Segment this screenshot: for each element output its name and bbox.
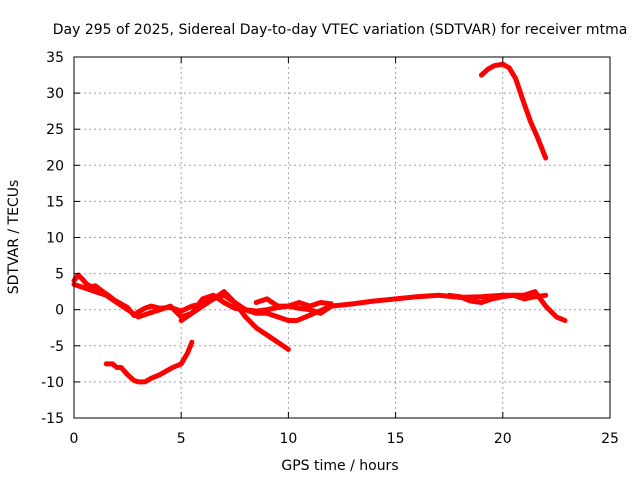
y-tick-label: 0 — [55, 303, 64, 319]
x-tick-label: 0 — [70, 431, 79, 447]
x-axis-label: GPS time / hours — [281, 458, 398, 474]
y-tick-label: 10 — [46, 231, 64, 247]
series-line-track-f — [478, 61, 549, 161]
x-tick-label: 15 — [387, 431, 405, 447]
y-tick-label: -10 — [41, 375, 64, 391]
y-tick-label: 30 — [46, 86, 64, 102]
grid-lines — [74, 57, 610, 418]
y-tick-label: 25 — [46, 122, 64, 138]
series-line-track-c — [178, 292, 334, 323]
y-tick-label: -5 — [50, 339, 64, 355]
y-tick-label: 35 — [46, 50, 64, 66]
series-line-track-g — [446, 292, 549, 305]
series-line-track-d — [253, 296, 334, 309]
series-line-track-e — [103, 339, 195, 385]
chart-title: Day 295 of 2025, Sidereal Day-to-day VTE… — [53, 22, 628, 38]
y-tick-label: 5 — [55, 267, 64, 283]
y-tick-label: 15 — [46, 194, 64, 210]
x-tick-label: 25 — [601, 431, 619, 447]
x-tick-label: 20 — [494, 431, 512, 447]
axis-ticks: 0 5 10 15 20 25 -15 -10 -5 0 5 10 15 20 25 30 35 — [41, 50, 619, 447]
series-line-track-b — [71, 281, 291, 352]
y-axis-label: SDTVAR / TECUs — [6, 180, 22, 295]
y-tick-label: 20 — [46, 158, 64, 174]
x-tick-label: 5 — [177, 431, 186, 447]
series-group — [71, 61, 568, 385]
y-tick-label: -15 — [41, 411, 64, 427]
x-tick-label: 10 — [279, 431, 297, 447]
